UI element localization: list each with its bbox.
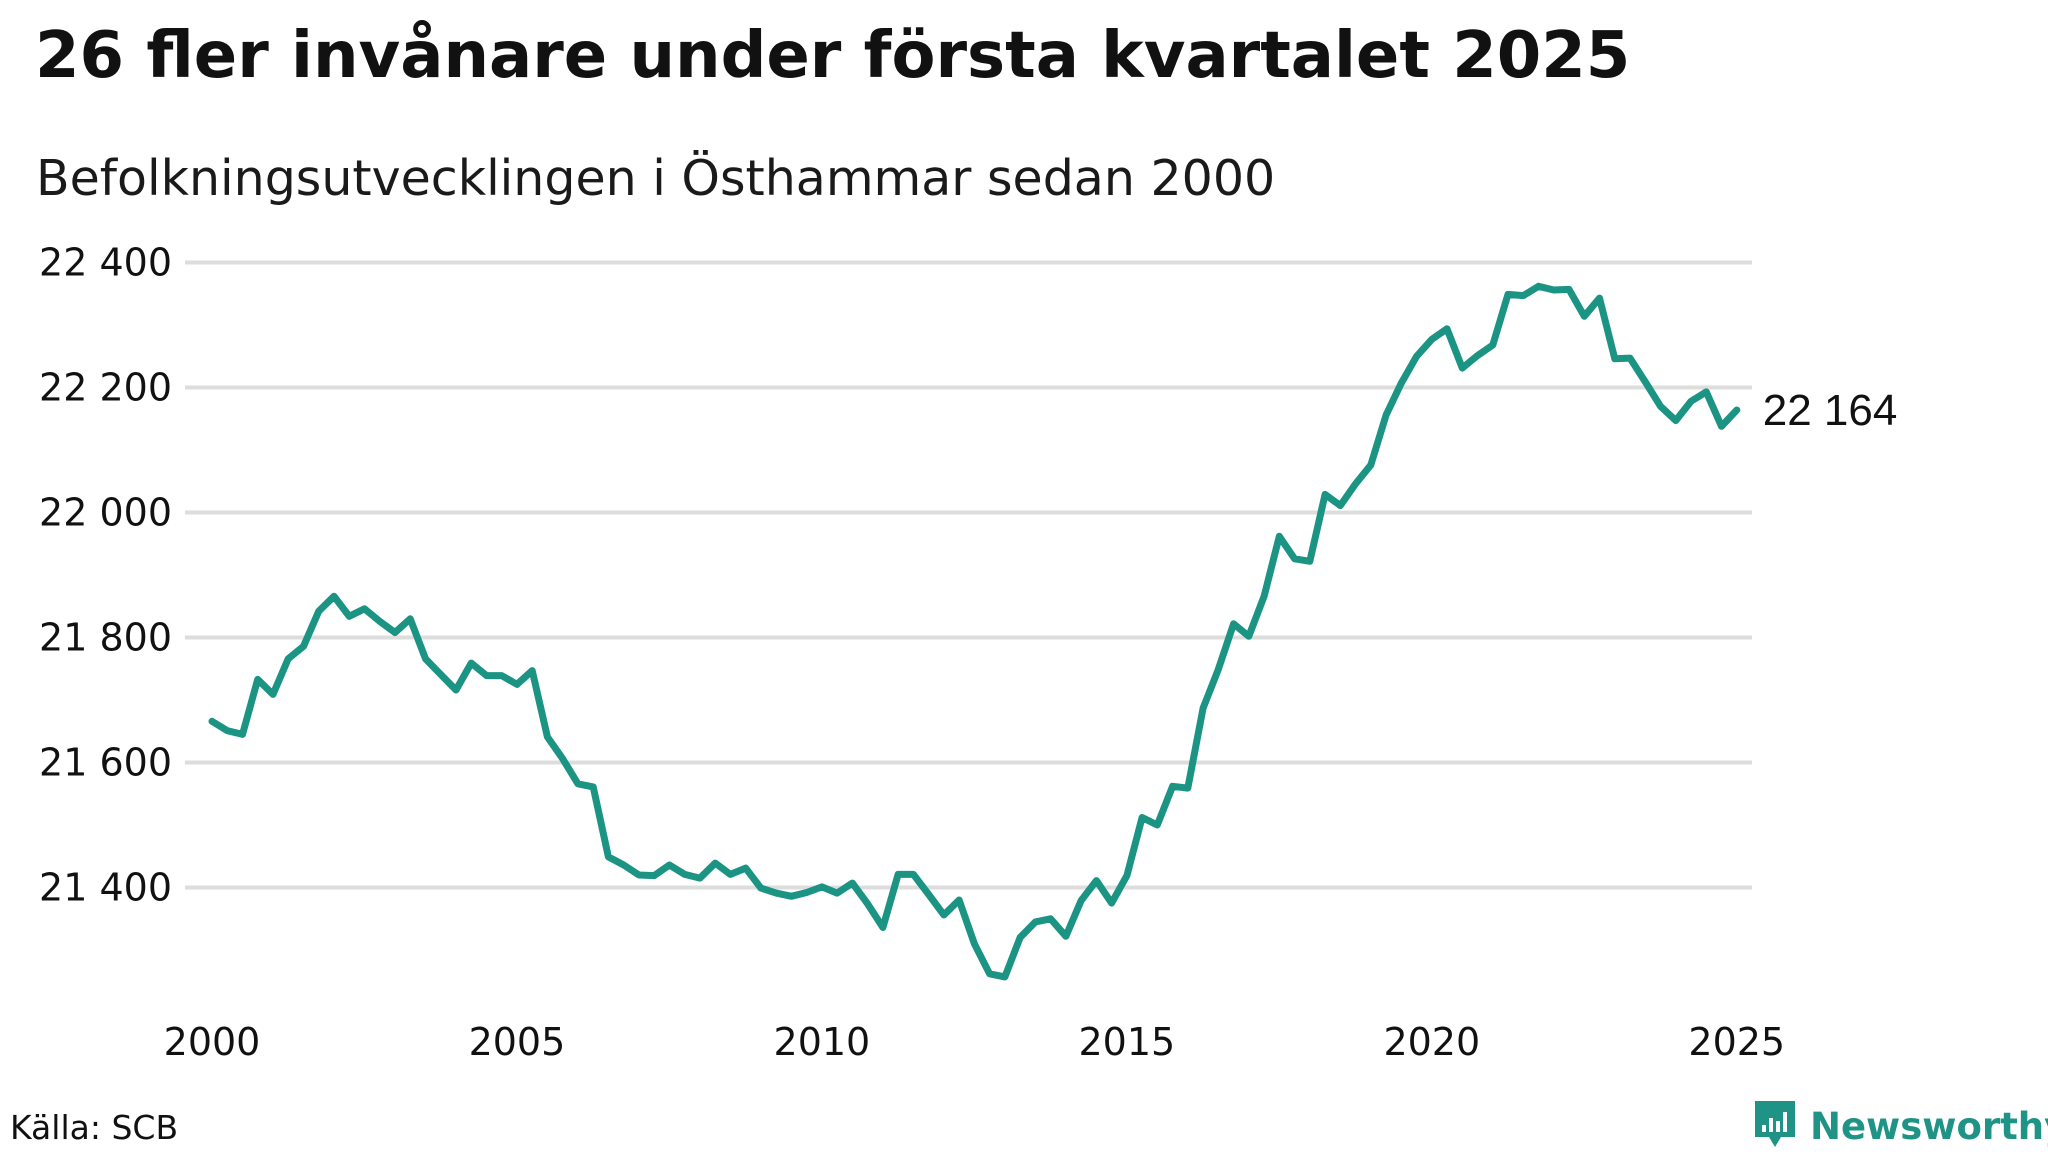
x-tick-label: 2015 [1078,1020,1175,1064]
gridlines [185,260,1752,890]
brand-logo[interactable]: Newsworthy [1752,1098,2048,1155]
x-tick-label: 2025 [1688,1020,1785,1064]
x-axis-tick-labels: 2000 2005 2010 2015 2020 2025 [164,1020,1785,1064]
x-tick-label: 2000 [164,1020,261,1064]
y-tick-label: 21 400 [39,866,172,910]
y-tick-label: 22 200 [39,366,172,410]
source-note: Källa: SCB [10,1108,179,1147]
chart-subtitle: Befolkningsutvecklingen i Östhammar seda… [36,150,1276,207]
x-tick-label: 2020 [1383,1020,1480,1064]
y-tick-label: 22 000 [39,491,172,535]
x-tick-label: 2010 [774,1020,871,1064]
x-tick-label: 2005 [469,1020,566,1064]
end-value-label: 22 164 [1763,386,1898,435]
y-tick-label: 22 400 [39,241,172,285]
y-axis-tick-labels: 21 400 21 600 21 800 22 000 22 200 22 400 [39,241,172,910]
population-series-line [208,282,1741,981]
brand-name: Newsworthy [1810,1105,2048,1148]
y-tick-label: 21 800 [39,616,172,660]
bar-chart-logo-icon [1752,1098,1798,1155]
y-tick-label: 21 600 [39,741,172,785]
chart-title: 26 fler invånare under första kvartalet … [35,19,1631,93]
